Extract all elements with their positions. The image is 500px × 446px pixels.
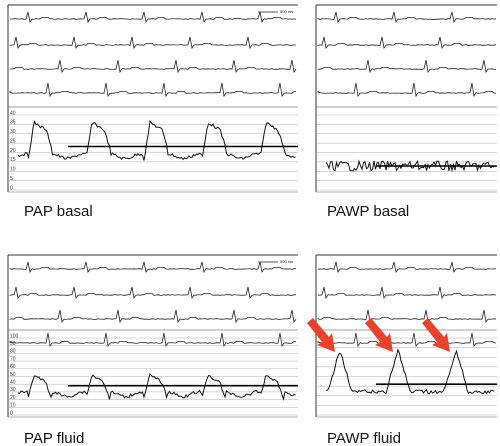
y-tick-label: 70 (10, 356, 16, 362)
y-tick-label: 15 (10, 157, 16, 163)
scale-bar-label: 500 ms (280, 259, 293, 264)
y-tick-label: 10 (10, 403, 16, 409)
y-tick-label: 30 (10, 129, 16, 135)
y-tick-label: 25 (10, 138, 16, 144)
panel-label: PAP fluid (24, 430, 84, 446)
figure: PAP basal PAWP basal PAP fluid PAWP flui… (0, 0, 500, 446)
y-tick-label: 30 (10, 387, 16, 393)
panel-label: PAWP fluid (327, 430, 401, 446)
panel-label: PAP basal (24, 203, 93, 220)
y-tick-label: 0 (10, 185, 13, 191)
y-tick-label: 35 (10, 120, 16, 126)
panel-label: PAWP basal (327, 203, 409, 220)
y-tick-label: 80 (10, 349, 16, 355)
y-tick-label: 100 (10, 333, 19, 339)
y-tick-label: 10 (10, 167, 16, 173)
y-tick-label: 20 (10, 395, 16, 401)
y-tick-label: 40 (10, 110, 16, 116)
scale-bar-label: 500 ms (280, 9, 293, 14)
y-tick-label: 40 (10, 380, 16, 386)
background (0, 0, 500, 446)
y-tick-label: 60 (10, 364, 16, 370)
y-tick-label: 50 (10, 372, 16, 378)
y-tick-label: 5 (10, 176, 13, 182)
y-tick-label: 20 (10, 148, 16, 154)
y-tick-label: 90 (10, 341, 16, 347)
y-tick-label: 0 (10, 410, 13, 416)
